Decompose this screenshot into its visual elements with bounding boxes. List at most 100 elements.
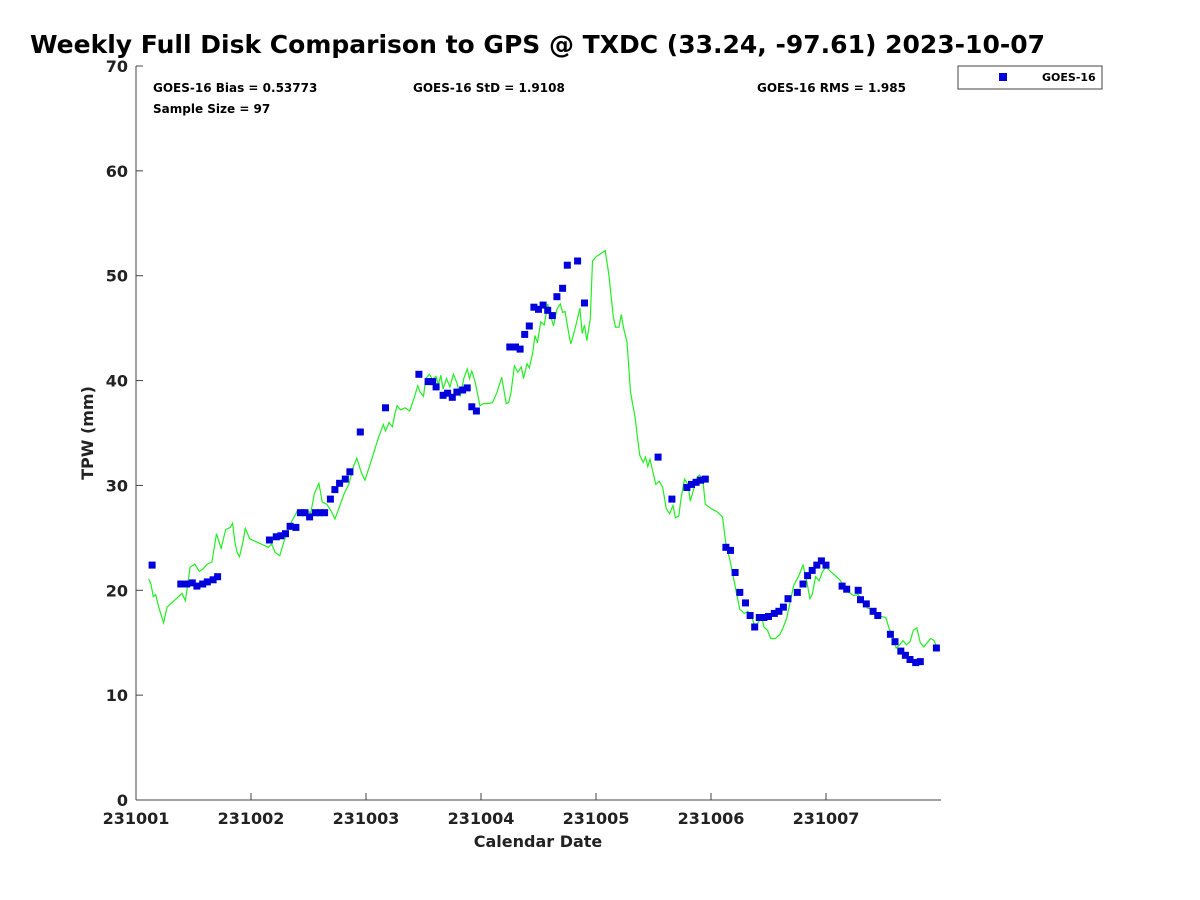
goes16-point <box>574 257 582 265</box>
y-tick-label: 40 <box>106 372 128 391</box>
goes16-point <box>306 513 314 521</box>
goes16-point <box>296 509 304 517</box>
goes16-point <box>862 600 870 608</box>
goes16-point <box>822 561 830 569</box>
goes16-point <box>148 561 156 569</box>
y-tick-label: 70 <box>106 57 128 76</box>
goes16-point <box>472 407 480 415</box>
goes16-point <box>183 580 191 588</box>
goes16-point <box>854 586 862 594</box>
goes16-point <box>897 647 905 655</box>
goes16-point <box>746 612 754 619</box>
goes16-point <box>346 468 354 476</box>
goes16-point <box>901 651 909 659</box>
goes16-point <box>813 561 821 569</box>
goes16-point <box>692 478 700 486</box>
y-tick-label: 0 <box>117 791 128 810</box>
goes16-point <box>581 299 588 307</box>
goes16-point <box>326 495 334 503</box>
goes16-point <box>559 284 567 292</box>
x-tick-label: 231003 <box>333 809 400 828</box>
goes16-point <box>697 476 705 484</box>
y-axis-label: TPW (mm) <box>78 386 97 480</box>
goes16-point <box>177 580 185 588</box>
y-tick-label: 60 <box>106 162 128 181</box>
goes16-point <box>316 509 324 517</box>
goes16-point <box>282 530 289 538</box>
goes16-point <box>912 659 920 667</box>
goes16-point <box>521 330 529 338</box>
goes16-point <box>779 603 787 611</box>
goes16-point <box>336 479 344 487</box>
goes16-point <box>869 607 877 615</box>
goes16-point <box>292 523 300 531</box>
x-tick-label: 231001 <box>103 809 170 828</box>
goes16-point <box>916 658 924 666</box>
legend: GOES-16 <box>957 65 1103 90</box>
goes16-point <box>751 623 759 631</box>
goes16-point <box>654 453 662 461</box>
goes16-point <box>817 557 825 565</box>
goes16-point <box>731 569 739 576</box>
goes16-point <box>535 305 542 313</box>
y-tick-label: 20 <box>106 581 128 600</box>
goes16-point <box>199 580 207 588</box>
goes16-point <box>424 378 432 386</box>
x-tick-label: 231004 <box>448 809 515 828</box>
x-tick-label: 231006 <box>678 809 745 828</box>
goes16-point <box>784 595 792 603</box>
goes16-point <box>563 261 571 269</box>
goes16-point <box>209 576 217 584</box>
x-tick-label: 231005 <box>563 809 630 828</box>
goes16-point <box>530 303 538 311</box>
goes16-point <box>193 582 201 590</box>
goes16-point <box>793 588 801 596</box>
goes16-point <box>516 345 524 353</box>
goes16-point <box>203 578 211 586</box>
goes16-point <box>468 403 476 411</box>
goes16-point <box>760 614 768 621</box>
goes16-series <box>148 257 940 667</box>
goes16-point <box>775 607 783 615</box>
y-tick-label: 50 <box>106 267 128 286</box>
goes16-point <box>444 389 452 397</box>
goes16-point <box>311 509 319 517</box>
goes16-point <box>765 613 772 620</box>
plot-axes <box>135 66 941 801</box>
goes16-point <box>668 495 676 503</box>
goes16-point <box>439 391 447 399</box>
goes16-point <box>272 533 280 541</box>
goes16-point <box>356 428 364 436</box>
goes16-point <box>506 343 514 351</box>
goes16-point <box>688 480 695 488</box>
x-axis-label: Calendar Date <box>474 832 603 851</box>
gps-line <box>148 249 937 650</box>
goes16-point <box>874 612 882 619</box>
y-ticks: 0 10 20 30 40 50 60 70 <box>106 57 143 810</box>
goes16-point <box>415 370 423 378</box>
legend-box <box>957 65 1103 90</box>
goes16-point <box>808 566 816 574</box>
goes16-point <box>382 404 389 412</box>
sample-size-stat: Sample Size = 97 <box>153 102 270 116</box>
goes16-point <box>742 599 749 607</box>
goes16-point <box>736 588 744 596</box>
goes16-point <box>722 543 730 551</box>
goes16-point <box>799 580 807 588</box>
goes16-point <box>459 386 467 394</box>
goes16-point <box>214 573 222 581</box>
goes16-point <box>277 532 285 540</box>
x-tick-label: 231007 <box>793 809 860 828</box>
goes16-point <box>265 536 273 544</box>
goes16-point <box>683 484 691 491</box>
y-tick-label: 30 <box>106 476 128 495</box>
goes16-point <box>755 614 763 621</box>
legend-entry-goes16: GOES-16 <box>1042 71 1096 84</box>
goes16-point <box>886 630 894 638</box>
goes16-point <box>331 486 339 494</box>
goes16-point <box>553 293 561 301</box>
x-ticks: 231001 231002 231003 231004 231005 231006 2310… <box>103 793 860 828</box>
goes16-point <box>188 579 196 587</box>
goes16-point <box>453 388 461 396</box>
